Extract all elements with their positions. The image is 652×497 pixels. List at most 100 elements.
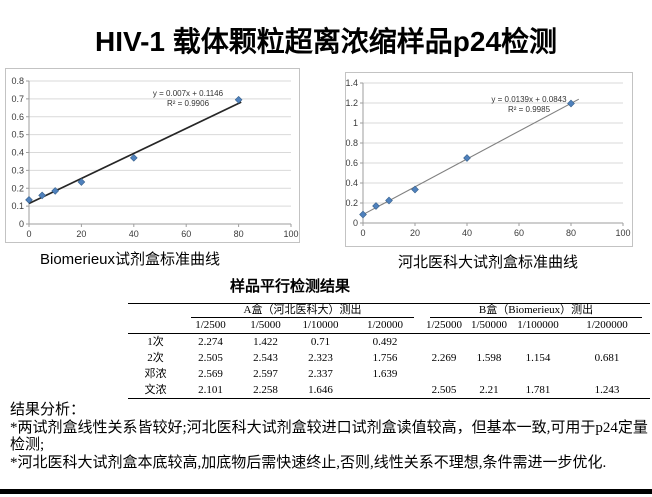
svg-text:0.4: 0.4 (346, 178, 358, 188)
analysis-section: 结果分析： *两试剂盒线性关系皆较好;河北医科大试剂盒较进口试剂盒读值较高，但基… (10, 402, 648, 472)
value-cell (466, 334, 512, 351)
group-header-a: A盒（河北医科大）测出 (183, 304, 422, 318)
value-cell (512, 334, 564, 351)
value-cell: 0.681 (594, 352, 620, 364)
table-row: 文浓 2.101 2.258 1.646 2.505 2.21 1.781 1.243 (128, 382, 650, 399)
svg-text:R² = 0.9985: R² = 0.9985 (508, 105, 551, 114)
row-label: 1次 (147, 336, 164, 348)
row-label: 文浓 (144, 384, 167, 396)
results-table: A盒（河北医科大）测出 B盒（Biomerieux）测出 1/2500 1/500… (128, 303, 651, 399)
dilution-header: 1/5000 (238, 318, 293, 334)
value-cell: 0.71 (310, 336, 331, 348)
svg-text:0.6: 0.6 (11, 112, 24, 122)
svg-text:0.8: 0.8 (11, 76, 24, 86)
value-cell: 2.505 (431, 384, 457, 396)
svg-text:0.2: 0.2 (11, 183, 24, 193)
value-cell: 1.781 (525, 384, 551, 396)
row-label: 邓浓 (144, 368, 167, 380)
svg-text:60: 60 (181, 229, 191, 239)
svg-text:1.2: 1.2 (346, 98, 358, 108)
analysis-bullet-1: *两试剂盒线性关系皆较好;河北医科大试剂盒较进口试剂盒读值较高，但基本一致,可用… (10, 419, 648, 454)
group-header-b-label: B盒（Biomerieux）测出 (430, 304, 643, 318)
svg-text:80: 80 (566, 228, 576, 238)
corner-cell (128, 304, 183, 319)
svg-text:60: 60 (514, 228, 524, 238)
value-cell: 2.505 (198, 352, 223, 364)
corner-cell (128, 318, 183, 334)
svg-text:100: 100 (615, 228, 630, 238)
dilution-header: 1/2500 (183, 318, 238, 334)
value-cell: 2.21 (479, 384, 499, 396)
hebei-standard-curve-plot: 0 0.2 0.4 0.6 0.8 1 1.2 1.4 0 20 40 60 80 100 y = 0.01… (345, 78, 630, 238)
svg-text:100: 100 (283, 229, 298, 239)
svg-text:0.8: 0.8 (346, 138, 358, 148)
value-cell: 1.422 (253, 336, 278, 348)
value-cell: 2.337 (308, 368, 333, 380)
dilution-header: 1/100000 (512, 318, 565, 334)
group-header-a-label: A盒（河北医科大）测出 (191, 304, 415, 318)
value-cell: 1.154 (525, 352, 551, 364)
value-cell: 1.639 (372, 368, 398, 380)
group-header-b: B盒（Biomerieux）测出 (422, 304, 650, 318)
value-cell (512, 366, 564, 382)
svg-text:0.1: 0.1 (11, 201, 24, 211)
value-cell: 0.492 (372, 336, 398, 348)
value-cell: 2.274 (198, 336, 223, 348)
analysis-bullet-2: *河北医科大试剂盒本底较高,加底物后需快速终止,否则,线性关系不理想,条件需进一… (10, 454, 607, 471)
svg-text:R² = 0.9906: R² = 0.9906 (167, 99, 210, 108)
value-cell (348, 382, 422, 399)
svg-text:1: 1 (353, 118, 358, 128)
biomerieux-standard-curve-plot: 0 0.1 0.2 0.3 0.4 0.5 0.6 0.7 0.8 0 20 40 60 80 100 y =… (11, 76, 298, 239)
svg-text:1.4: 1.4 (346, 78, 358, 88)
dilution-header: 1/10000 (293, 318, 348, 334)
value-cell: 1.646 (308, 384, 333, 396)
dilution-header: 1/50000 (466, 318, 513, 334)
svg-text:40: 40 (129, 229, 139, 239)
value-cell: 2.258 (253, 384, 278, 396)
svg-text:0: 0 (360, 228, 365, 238)
value-cell (564, 334, 650, 351)
svg-text:0: 0 (26, 229, 31, 239)
page-title: HIV-1 载体颗粒超离浓缩样品p24检测 (94, 26, 558, 57)
value-cell (466, 366, 512, 382)
value-cell: 1.243 (594, 384, 620, 396)
value-cell: 2.597 (253, 368, 278, 380)
svg-text:0.4: 0.4 (11, 148, 24, 158)
svg-text:20: 20 (76, 229, 86, 239)
dilution-header: 1/20000 (348, 318, 423, 334)
svg-text:0: 0 (353, 218, 358, 228)
svg-text:0.3: 0.3 (11, 165, 24, 175)
chart-hebei-standard-curve: 0 0.2 0.4 0.6 0.8 1 1.2 1.4 0 20 40 60 80 100 y = 0.01… (345, 72, 633, 247)
svg-text:y = 0.007x + 0.1146: y = 0.007x + 0.1146 (153, 89, 224, 98)
value-cell: 2.323 (308, 352, 333, 364)
value-cell: 1.756 (372, 352, 398, 364)
svg-text:0: 0 (19, 219, 24, 229)
group-header-row: A盒（河北医科大）测出 B盒（Biomerieux）测出 (128, 304, 650, 319)
row-label: 2次 (147, 352, 164, 364)
svg-text:80: 80 (234, 229, 244, 239)
value-cell (422, 366, 466, 382)
table-row: 邓浓 2.569 2.597 2.337 1.639 (128, 366, 650, 382)
svg-text:0.7: 0.7 (11, 94, 24, 104)
svg-text:0.6: 0.6 (346, 158, 358, 168)
value-cell: 2.543 (253, 352, 278, 364)
value-cell: 1.598 (476, 352, 502, 364)
chart-caption-hebei: 河北医科大试剂盒标准曲线 (398, 254, 579, 271)
svg-text:20: 20 (410, 228, 420, 238)
value-cell: 2.269 (431, 352, 457, 364)
table-title: 样品平行检测结果 (229, 279, 350, 295)
dilution-header: 1/200000 (564, 318, 651, 334)
value-cell: 2.569 (198, 368, 223, 380)
svg-text:0.2: 0.2 (346, 198, 358, 208)
analysis-heading: 结果分析： (10, 402, 86, 418)
svg-text:y = 0.0139x + 0.0843: y = 0.0139x + 0.0843 (491, 95, 567, 104)
table-row: 1次 2.274 1.422 0.71 0.492 (128, 334, 650, 351)
svg-text:40: 40 (462, 228, 472, 238)
svg-text:0.5: 0.5 (11, 130, 24, 140)
value-cell (422, 334, 466, 351)
table-row: 2次 2.505 2.543 2.323 1.756 2.269 1.598 1.154 0.6… (128, 350, 650, 366)
chart-caption-biomerieux: Biomerieux试剂盒标准曲线 (40, 251, 221, 268)
value-cell (564, 366, 650, 382)
value-cell: 2.101 (198, 384, 223, 396)
